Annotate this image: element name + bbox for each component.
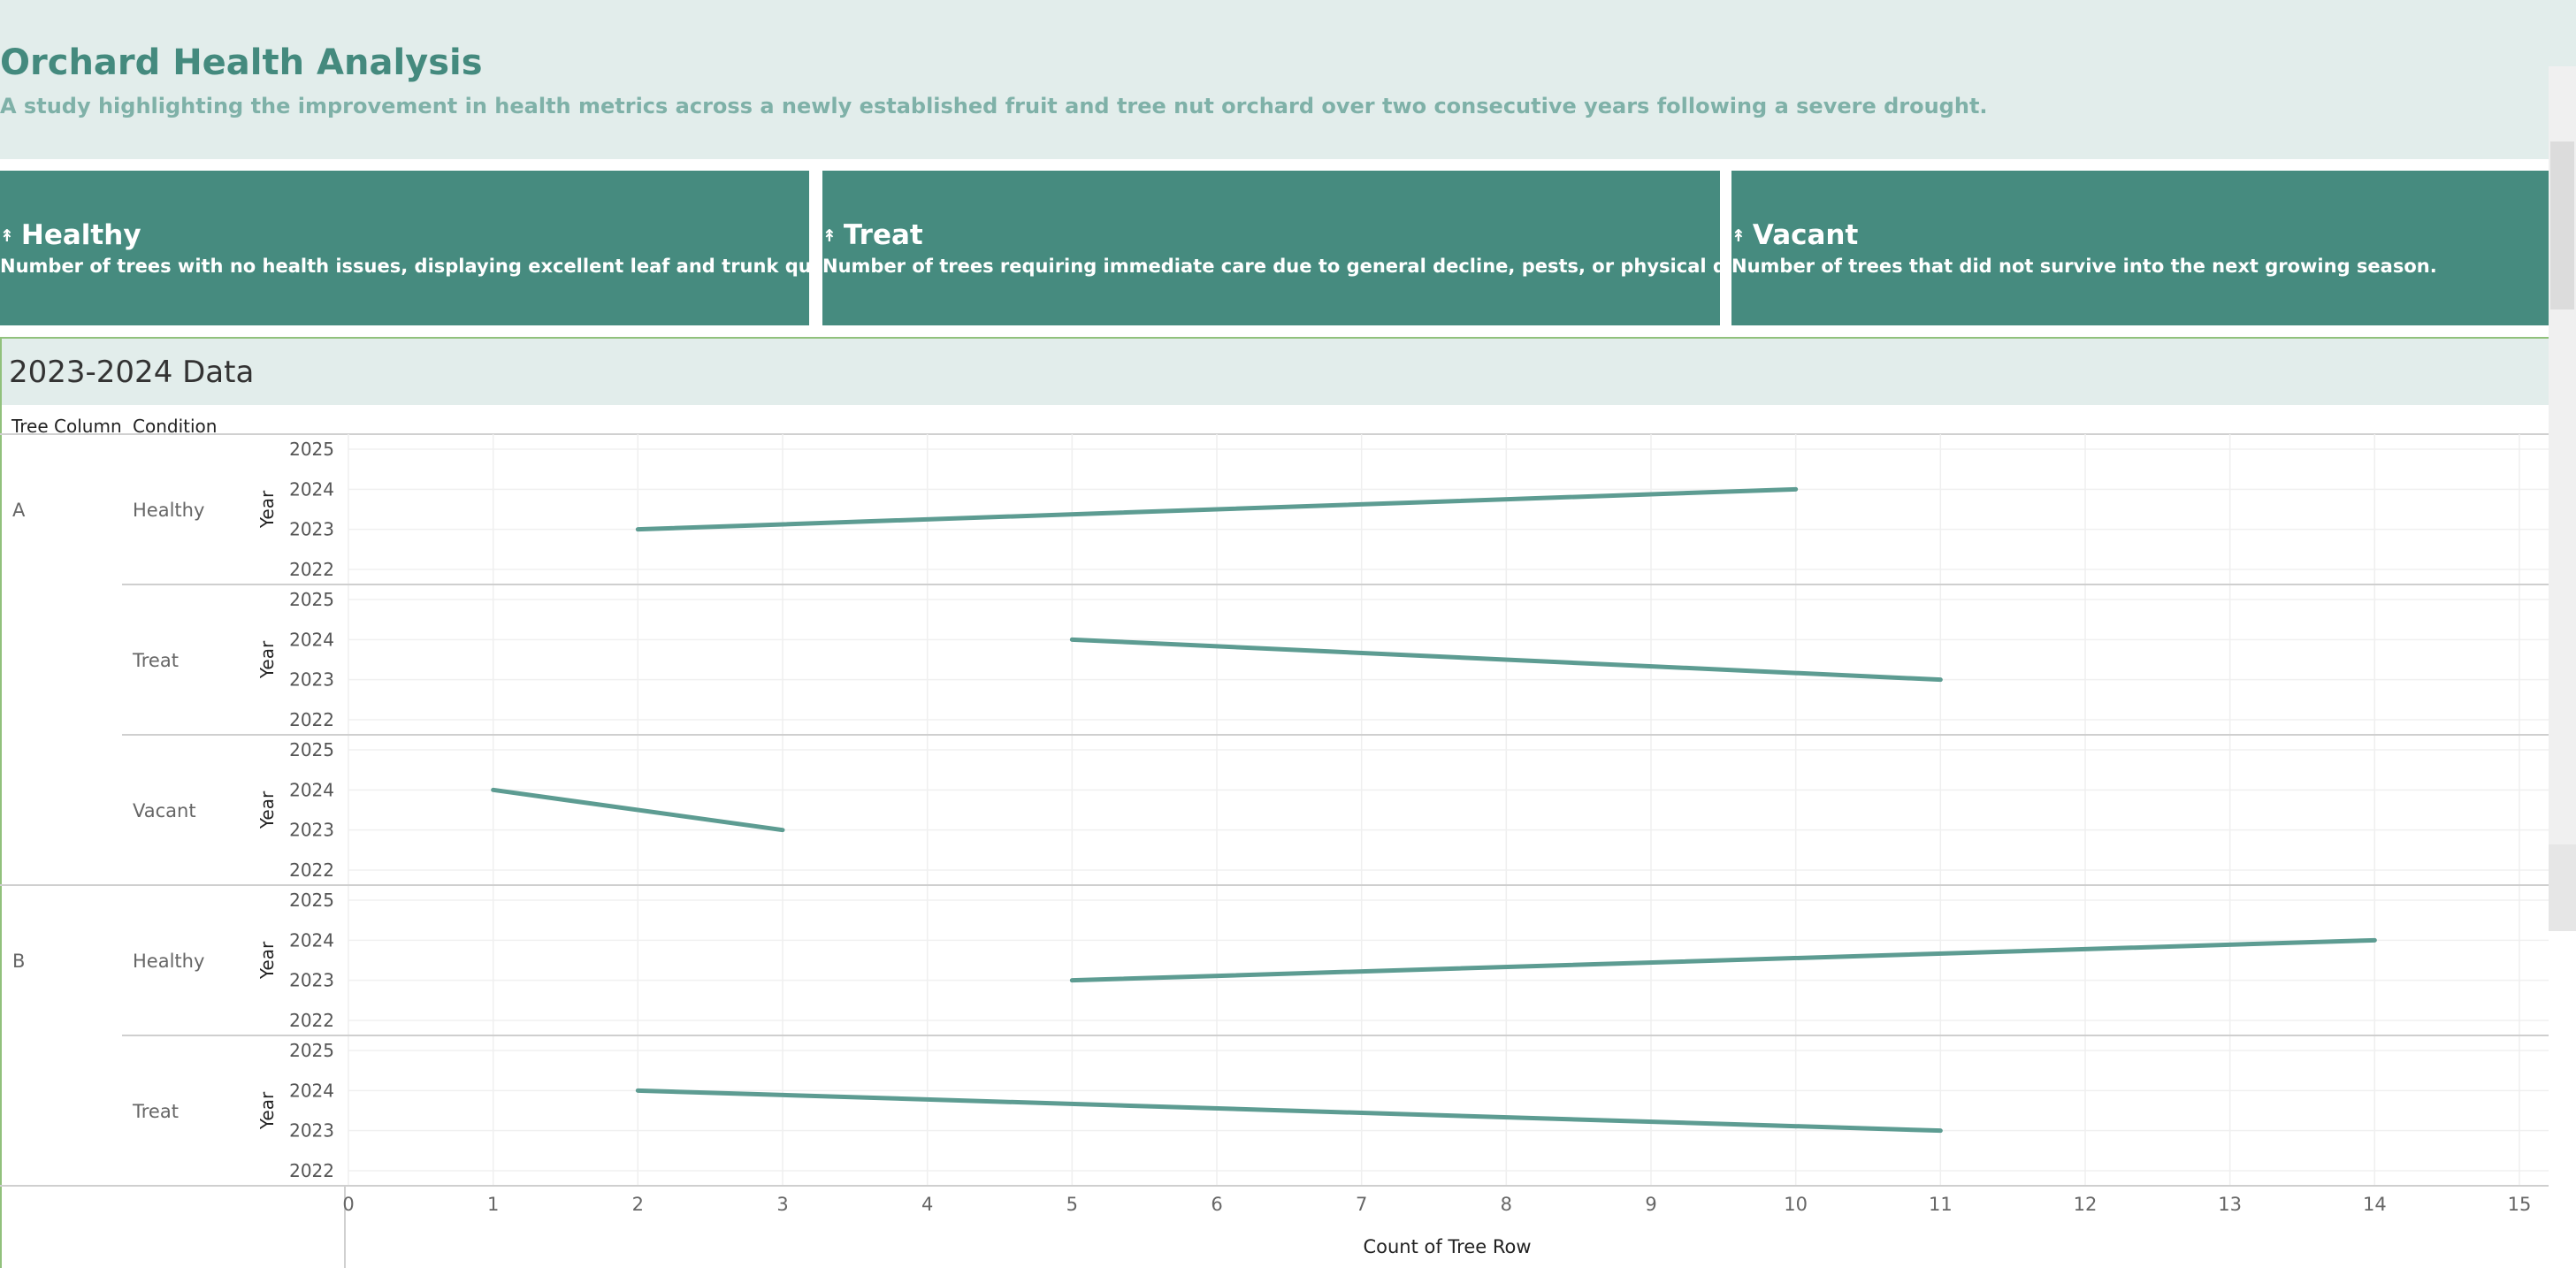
x-tick-label: 13 (2218, 1194, 2242, 1215)
series-line (635, 486, 1799, 532)
x-tick-label: 6 (1211, 1194, 1222, 1215)
treat-card: ↟ Treat Number of trees requiring immedia… (822, 171, 1720, 325)
page-title: Orchard Health Analysis (0, 42, 483, 83)
tree-column-label: A (12, 500, 26, 521)
tree-icon: ↟ (0, 226, 14, 246)
y-tick-label: 2024 (289, 929, 334, 951)
x-tick-label: 12 (2074, 1194, 2098, 1215)
healthy-card-title: Healthy (20, 219, 141, 251)
y-tick-label: 2023 (289, 519, 334, 540)
x-tick-label: 4 (921, 1194, 933, 1215)
vacant-card-description: Number of trees that did not survive int… (1731, 256, 2437, 277)
condition-label: Treat (132, 650, 179, 671)
y-axis-title: Year (256, 490, 278, 529)
y-tick-label: 2025 (289, 439, 334, 460)
x-tick-label: 9 (1645, 1194, 1656, 1215)
y-axis-title: Year (256, 640, 278, 679)
y-tick-label: 2023 (289, 820, 334, 841)
series-line (491, 787, 785, 833)
x-tick-label: 3 (776, 1194, 788, 1215)
section-title: 2023-2024 Data (9, 355, 255, 390)
y-tick-label: 2023 (289, 1120, 334, 1142)
healthy-card-description: Number of trees with no health issues, d… (0, 256, 809, 277)
x-tick-label: 1 (487, 1194, 499, 1215)
treat-card-title: Treat (843, 219, 923, 251)
tree-column-label: B (12, 951, 25, 972)
y-tick-label: 2022 (289, 859, 334, 881)
y-tick-label: 2023 (289, 669, 334, 691)
healthy-card: ↟ Healthy Number of trees with no health … (0, 171, 809, 325)
x-tick-label: 7 (1356, 1194, 1367, 1215)
y-tick-label: 2024 (289, 478, 334, 500)
x-tick-label: 5 (1066, 1194, 1078, 1215)
condition-label: Vacant (133, 800, 196, 821)
y-axis-title: Year (256, 941, 278, 980)
y-tick-label: 2025 (289, 890, 334, 911)
x-tick-label: 14 (2363, 1194, 2387, 1215)
treat-card-description: Number of trees requiring immediate care… (822, 256, 1720, 277)
x-tick-label: 10 (1784, 1194, 1808, 1215)
condition-label: Healthy (133, 951, 204, 972)
data-section: 2023-2024 Data Tree Column Condition (0, 337, 2576, 1268)
vacant-card: ↟ Vacant Number of trees that did not sur… (1731, 171, 2576, 325)
condition-label: Treat (132, 1101, 179, 1122)
y-tick-label: 2022 (289, 559, 334, 580)
x-tick-label: 2 (632, 1194, 644, 1215)
y-tick-label: 2024 (289, 779, 334, 800)
y-axis-title: Year (256, 791, 278, 829)
vacant-card-title: Vacant (1752, 219, 1859, 251)
series-line (635, 1088, 1943, 1134)
section-header: 2023-2024 Data (2, 339, 2576, 405)
page-subtitle: A study highlighting the improvement in … (0, 94, 1988, 118)
series-line (1069, 937, 2377, 983)
x-tick-label: 11 (1929, 1194, 1953, 1215)
y-tick-label: 2025 (289, 1040, 334, 1061)
y-axis-title: Year (256, 1091, 278, 1130)
y-tick-label: 2022 (289, 709, 334, 730)
y-tick-label: 2024 (289, 1080, 334, 1101)
y-tick-label: 2023 (289, 970, 334, 991)
scrollbar-thumb[interactable] (2550, 141, 2574, 309)
x-axis-title: Count of Tree Row (1363, 1236, 1531, 1257)
series-line (1069, 637, 1943, 683)
x-tick-label: 8 (1501, 1194, 1512, 1215)
x-tick-label: 0 (342, 1194, 354, 1215)
tree-icon: ↟ (1731, 226, 1746, 246)
x-tick-label: 15 (2508, 1194, 2532, 1215)
tree-icon: ↟ (822, 226, 837, 246)
condition-label: Healthy (133, 500, 204, 521)
y-tick-label: 2022 (289, 1160, 334, 1181)
y-tick-label: 2025 (289, 589, 334, 610)
scrollbar-corner (2549, 844, 2576, 931)
y-tick-label: 2025 (289, 739, 334, 760)
y-tick-label: 2022 (289, 1010, 334, 1031)
dashboard-header: Orchard Health Analysis A study highligh… (0, 0, 2576, 159)
y-tick-label: 2024 (289, 629, 334, 650)
